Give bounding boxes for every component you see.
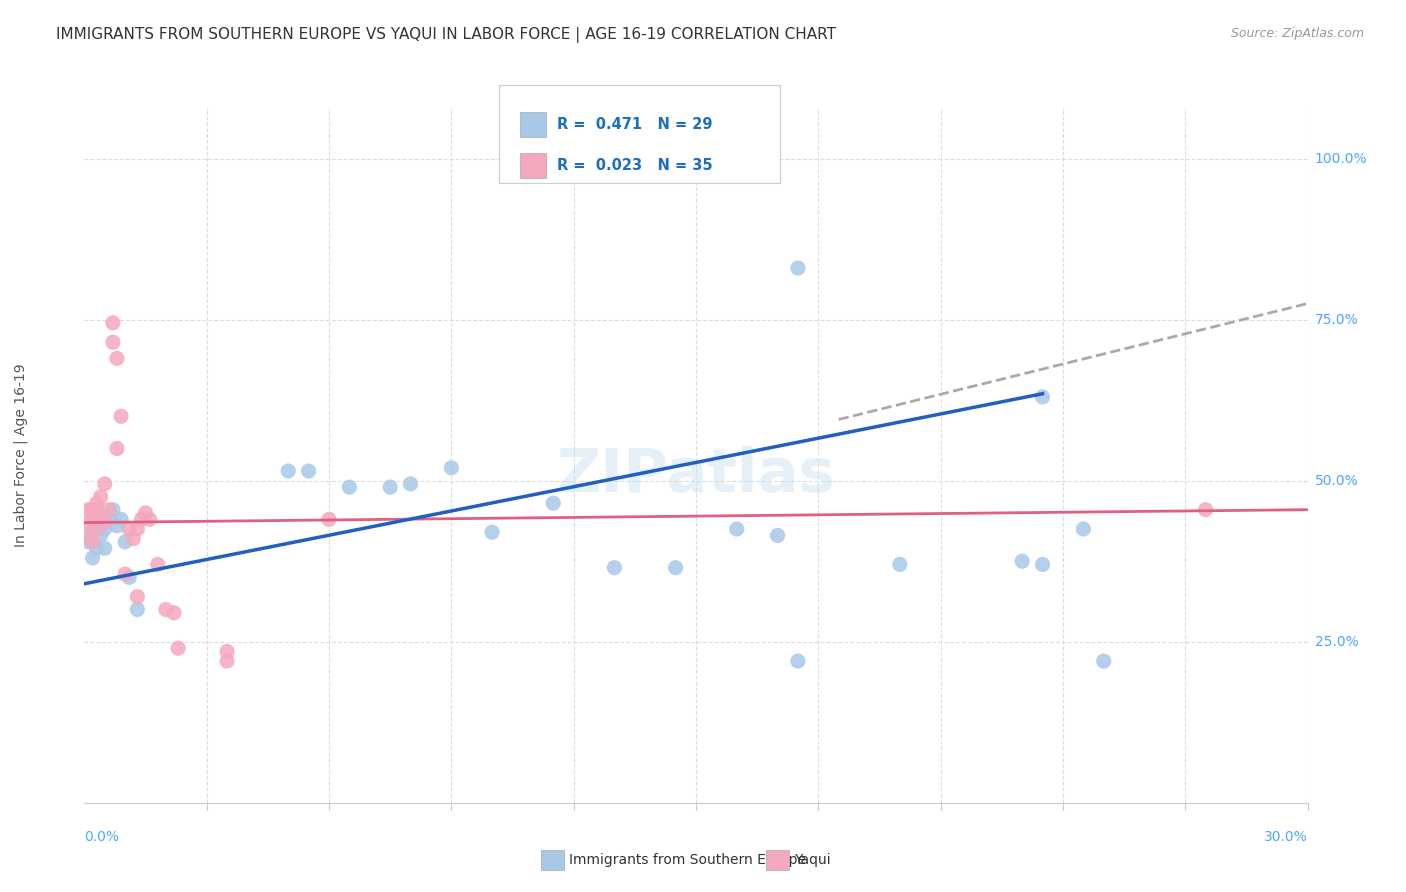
Text: Yaqui: Yaqui bbox=[794, 853, 831, 867]
Text: 30.0%: 30.0% bbox=[1264, 830, 1308, 844]
Text: R =  0.023   N = 35: R = 0.023 N = 35 bbox=[557, 158, 713, 172]
Point bbox=[167, 641, 190, 656]
Point bbox=[131, 512, 153, 526]
Point bbox=[77, 534, 100, 549]
Point bbox=[766, 528, 789, 542]
Point bbox=[543, 496, 565, 510]
Point bbox=[122, 532, 145, 546]
Text: 100.0%: 100.0% bbox=[1315, 152, 1367, 166]
Point bbox=[603, 560, 626, 574]
Point bbox=[135, 506, 157, 520]
Point bbox=[155, 602, 177, 616]
Point bbox=[114, 567, 136, 582]
Point bbox=[1011, 554, 1033, 568]
Point bbox=[217, 644, 239, 658]
Point bbox=[127, 522, 149, 536]
Point bbox=[101, 316, 124, 330]
Point bbox=[339, 480, 360, 494]
Point bbox=[97, 502, 120, 516]
Point bbox=[105, 442, 128, 456]
Point bbox=[1071, 522, 1094, 536]
Point bbox=[93, 522, 115, 536]
Point bbox=[664, 560, 686, 574]
Point bbox=[105, 351, 128, 366]
Point bbox=[298, 464, 321, 478]
Text: R =  0.471   N = 29: R = 0.471 N = 29 bbox=[557, 118, 713, 132]
Point bbox=[77, 528, 100, 542]
Point bbox=[82, 516, 104, 530]
Point bbox=[86, 522, 108, 536]
Point bbox=[163, 606, 186, 620]
Point bbox=[787, 654, 810, 668]
Point bbox=[380, 480, 402, 494]
Point bbox=[440, 460, 463, 475]
Point bbox=[146, 558, 169, 572]
Point bbox=[77, 516, 100, 530]
Text: In Labor Force | Age 16-19: In Labor Force | Age 16-19 bbox=[14, 363, 28, 547]
Point bbox=[481, 525, 503, 540]
Point bbox=[110, 512, 132, 526]
Text: 0.0%: 0.0% bbox=[84, 830, 120, 844]
Point bbox=[82, 525, 104, 540]
Text: IMMIGRANTS FROM SOUTHERN EUROPE VS YAQUI IN LABOR FORCE | AGE 16-19 CORRELATION : IMMIGRANTS FROM SOUTHERN EUROPE VS YAQUI… bbox=[56, 27, 837, 43]
Point bbox=[90, 509, 112, 524]
Point bbox=[399, 476, 422, 491]
Text: 50.0%: 50.0% bbox=[1315, 474, 1358, 488]
Text: 75.0%: 75.0% bbox=[1315, 312, 1358, 326]
Point bbox=[105, 518, 128, 533]
Text: ZIPatlas: ZIPatlas bbox=[557, 446, 835, 505]
Point bbox=[138, 512, 160, 526]
Point bbox=[101, 502, 124, 516]
Point bbox=[93, 541, 115, 556]
Point bbox=[82, 502, 104, 516]
Point bbox=[787, 261, 810, 276]
Point bbox=[114, 534, 136, 549]
Point bbox=[118, 570, 141, 584]
Text: 25.0%: 25.0% bbox=[1315, 635, 1358, 648]
Point bbox=[127, 590, 149, 604]
Point bbox=[725, 522, 748, 536]
Point bbox=[93, 516, 115, 530]
Text: Source: ZipAtlas.com: Source: ZipAtlas.com bbox=[1230, 27, 1364, 40]
Point bbox=[86, 496, 108, 510]
Point bbox=[90, 528, 112, 542]
Point bbox=[1195, 502, 1218, 516]
Point bbox=[1032, 390, 1054, 404]
Point bbox=[77, 502, 100, 516]
Point bbox=[1092, 654, 1115, 668]
Point bbox=[82, 534, 104, 549]
Point bbox=[90, 490, 112, 504]
Point bbox=[93, 476, 115, 491]
Point bbox=[217, 654, 239, 668]
Point bbox=[1032, 558, 1054, 572]
Point bbox=[118, 522, 141, 536]
Point bbox=[318, 512, 340, 526]
Point bbox=[110, 409, 132, 424]
Point bbox=[86, 518, 108, 533]
Point bbox=[889, 558, 911, 572]
Point bbox=[97, 512, 120, 526]
Point bbox=[86, 502, 108, 516]
Text: Immigrants from Southern Europe: Immigrants from Southern Europe bbox=[569, 853, 807, 867]
Point bbox=[127, 602, 149, 616]
Point bbox=[101, 335, 124, 350]
Point bbox=[277, 464, 299, 478]
Point bbox=[86, 541, 108, 556]
Point bbox=[82, 551, 104, 566]
